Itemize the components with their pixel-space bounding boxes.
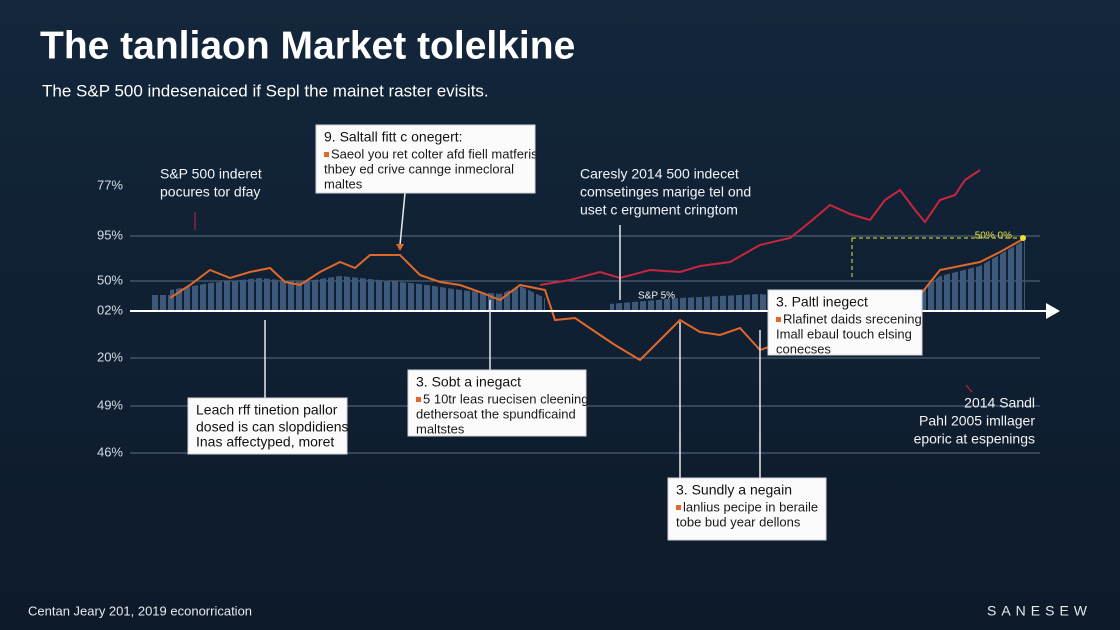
callout-line: dethersoat the spundficaind: [416, 406, 576, 421]
callout-box: [767, 289, 923, 356]
callout: 9. Saltall fitt c onegert:Saeol you ret …: [315, 124, 538, 194]
axis-label: 50%: [97, 272, 123, 287]
subtitle: The S&P 500 indesenaiced if Sepl the mai…: [42, 81, 489, 100]
note-line: 2014 Sandl: [964, 395, 1035, 411]
callout-line: Imall ebaul touch elsing: [776, 326, 912, 341]
notes: S&P 500 inderet pocures tor dfay Caresly 2…: [160, 166, 1035, 447]
callout-line: maltes: [324, 176, 363, 191]
callout-line: Rlafinet daids srecening: [783, 311, 922, 326]
note-line: pocures tor dfay: [160, 184, 260, 200]
callout-line: lanlius pecipe in beraile: [683, 499, 818, 514]
callout-line: 5 10tr leas ruecisen cleening: [423, 391, 589, 406]
callout-line: tobe bud year dellons: [676, 514, 801, 529]
connector: [399, 192, 406, 246]
note-line: Caresly 2014 500 indecet: [580, 166, 739, 182]
note-arrow: [965, 384, 973, 393]
axis-label: 02%: [97, 302, 123, 317]
callout-line: conecses: [776, 341, 831, 356]
callout-box: [407, 369, 587, 437]
axis-labels: 77% 95% 50% 02% 20% 49% 46%: [97, 177, 123, 459]
callouts: 9. Saltall fitt c onegert:Saeol you ret …: [187, 124, 923, 541]
connector: [679, 322, 761, 478]
callout-box: [187, 397, 348, 455]
axis-label: 77%: [97, 177, 123, 192]
axis-label: 95%: [97, 227, 123, 242]
rebound-line: [539, 169, 981, 286]
callout-title: 9. Saltall fitt c onegert:: [324, 129, 463, 145]
note-line: eporic at espenings: [914, 431, 1035, 447]
callout-line: thbey ed crive cannge inmecloral: [324, 161, 514, 176]
marker-dot: [1020, 235, 1026, 241]
callout-box: [315, 124, 536, 194]
note-line: S&P 500 inderet: [160, 166, 262, 182]
axis-arrow: [1046, 303, 1060, 319]
bullet: [676, 505, 681, 510]
page-title: The tanliaon Market tolelkine: [40, 24, 575, 67]
marker-label: 50% 0%: [975, 231, 1012, 242]
callout-line: Saeol you ret colter afd fiell matferis: [331, 146, 538, 161]
footer-brand: SANESEW: [987, 603, 1092, 619]
pointer: [396, 244, 404, 251]
bullet: [776, 317, 781, 322]
note-line: Pahl 2005 imllager: [919, 413, 1035, 429]
footer-source: Centan Jeary 201, 2019 econorrication: [28, 603, 252, 618]
callout-line: Inas affectyped, moret: [196, 434, 334, 450]
callout-title: 3. Sobt a inegact: [416, 374, 521, 390]
axis-label: 49%: [97, 397, 123, 412]
marker-label: S&P 5%: [638, 291, 675, 302]
callout-box: [667, 477, 827, 541]
axis-label: 20%: [97, 349, 123, 364]
bullet: [416, 397, 421, 402]
callout-title: Leach rff tinetion pallor: [196, 402, 338, 418]
volume-bars: [152, 240, 1025, 311]
note-line: comsetinges marige tel ond: [580, 184, 751, 200]
note-line: uset c ergument cringtom: [580, 202, 738, 218]
axis-label: 46%: [97, 444, 123, 459]
guide: [851, 237, 1025, 280]
index-line: [169, 254, 776, 362]
callout-title: 3. Sundly a negain: [676, 482, 792, 498]
bullet: [324, 152, 329, 157]
connectors: [264, 192, 761, 478]
callout-line: dosed is can slopdidiens: [196, 419, 349, 435]
callout-title: 3. Paltl inegect: [776, 294, 868, 310]
callout-line: maltstes: [416, 421, 465, 436]
recovery-line: [919, 237, 1026, 296]
